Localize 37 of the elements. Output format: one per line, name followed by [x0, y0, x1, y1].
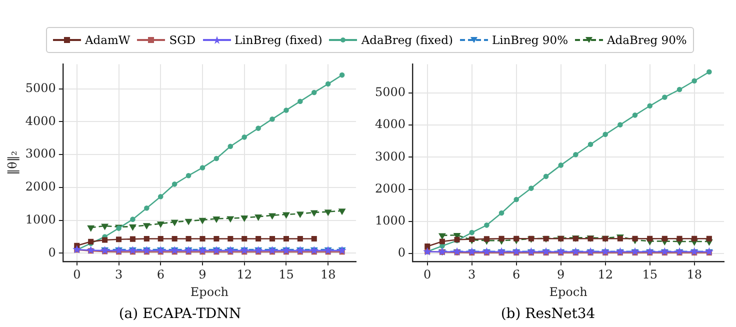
- y-axis-title: ‖θ‖₂: [5, 150, 20, 175]
- x-tick-label: 3: [468, 268, 476, 282]
- x-tick-label: 18: [320, 268, 336, 282]
- x-tick-label: 6: [156, 268, 164, 282]
- y-tick-label: 5000: [374, 85, 406, 100]
- y-tick-label: 3000: [25, 146, 56, 161]
- legend-label: SGD: [169, 33, 196, 47]
- x-axis-title: Epoch: [549, 285, 588, 300]
- y-tick-label: 2000: [374, 181, 406, 196]
- text: (a) ECAPA-TDNN: [118, 306, 242, 322]
- x-tick-label: 15: [278, 268, 294, 282]
- text: (b) ResNet34: [500, 306, 596, 322]
- x-tick-label: 9: [557, 268, 565, 282]
- legend-label: AdaBreg 90%: [607, 33, 687, 47]
- x-tick-label: 6: [512, 268, 520, 282]
- x-axis-title: Epoch: [190, 285, 229, 300]
- y-tick-label: 0: [48, 245, 56, 260]
- legend-label: AdaBreg (fixed): [361, 33, 453, 47]
- y-tick-label: 4000: [25, 114, 56, 128]
- y-tick-label: 0: [398, 246, 406, 260]
- y-tick-label: 5000: [25, 80, 56, 95]
- y-tick-label: 1000: [25, 212, 56, 226]
- legend-label: LinBreg (fixed): [234, 33, 322, 47]
- x-tick-label: 0: [73, 268, 81, 282]
- x-tick-label: 12: [598, 268, 613, 282]
- x-tick-label: 15: [642, 268, 658, 282]
- y-tick-label: 2000: [25, 180, 56, 194]
- x-tick-label: 12: [236, 268, 252, 282]
- legend-label: AdamW: [85, 33, 130, 47]
- legend-label: LinBreg 90%: [492, 33, 568, 47]
- y-tick-label: 3000: [374, 149, 406, 164]
- y-tick-label: 4000: [374, 117, 406, 132]
- x-tick-label: 0: [424, 268, 432, 282]
- x-tick-label: 18: [686, 268, 702, 282]
- y-tick-label: 1000: [374, 213, 406, 228]
- x-tick-label: 9: [198, 268, 206, 282]
- x-tick-label: 3: [114, 268, 123, 282]
